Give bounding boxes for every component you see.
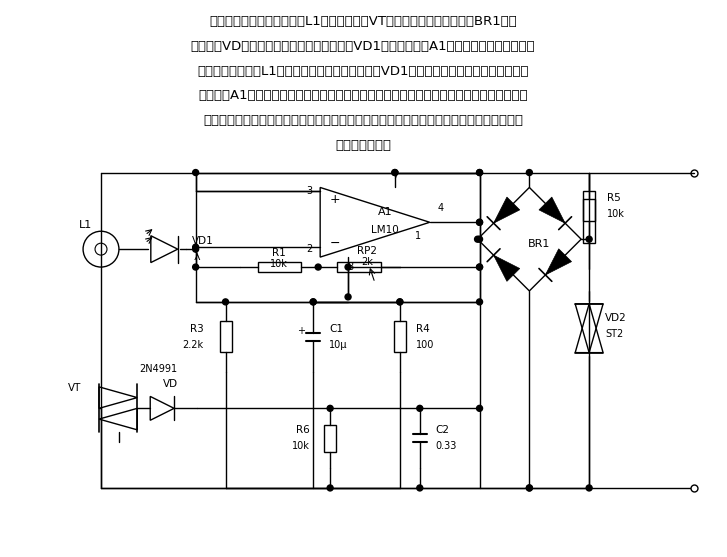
- Text: R3: R3: [190, 324, 204, 334]
- Bar: [324, 425, 336, 452]
- Text: 7: 7: [392, 170, 398, 180]
- Polygon shape: [494, 197, 520, 223]
- Circle shape: [526, 169, 532, 175]
- Circle shape: [477, 169, 483, 175]
- Text: 图中主电路由交流电源、灯L1和双向晶闸管VT组成，触发电路由整流桥BR1、触: 图中主电路由交流电源、灯L1和双向晶闸管VT组成，触发电路由整流桥BR1、触: [209, 15, 517, 28]
- Text: 0.33: 0.33: [435, 441, 457, 451]
- Circle shape: [345, 264, 351, 270]
- Circle shape: [222, 299, 228, 305]
- Text: 100: 100: [416, 340, 434, 350]
- Text: 2k: 2k: [361, 257, 373, 267]
- Text: LM10: LM10: [371, 225, 399, 235]
- Text: 10k: 10k: [270, 259, 289, 269]
- Circle shape: [397, 299, 403, 305]
- Circle shape: [417, 485, 423, 491]
- Circle shape: [392, 169, 398, 175]
- Text: R6: R6: [297, 425, 310, 435]
- Circle shape: [477, 219, 483, 225]
- Bar: [220, 321, 231, 353]
- Text: 发二极管VD等组成，反馈电路由光敏二极管VD1、运算放大器A1等组成。一旦由于电源电: 发二极管VD等组成，反馈电路由光敏二极管VD1、运算放大器A1等组成。一旦由于电…: [190, 40, 535, 53]
- Polygon shape: [545, 249, 571, 275]
- Bar: [337, 262, 382, 272]
- Circle shape: [417, 405, 423, 411]
- Circle shape: [477, 299, 483, 305]
- Text: BR1: BR1: [528, 239, 550, 249]
- Text: −: −: [330, 237, 340, 250]
- Text: ST2: ST2: [605, 329, 623, 339]
- Text: 的控制角发生变化，从而使晶闸管输出的交流电压也发生变化，使灯上所加的电压和亮度近: 的控制角发生变化，从而使晶闸管输出的交流电压也发生变化，使灯上所加的电压和亮度近: [203, 114, 523, 128]
- Text: 1: 1: [414, 231, 421, 241]
- Circle shape: [477, 169, 483, 175]
- Text: VD: VD: [163, 379, 177, 389]
- Text: VD1: VD1: [192, 236, 214, 246]
- Circle shape: [327, 485, 333, 491]
- Text: 10μ: 10μ: [329, 340, 348, 350]
- Text: 算放大器A1加在整流桥的对角线上，从而使触发二极管的导通时刻发生变化，即双向晶闸管: 算放大器A1加在整流桥的对角线上，从而使触发二极管的导通时刻发生变化，即双向晶闸…: [198, 90, 528, 102]
- Text: C2: C2: [435, 425, 450, 435]
- Text: 3: 3: [306, 187, 312, 197]
- Text: VT: VT: [68, 383, 81, 393]
- Text: R1: R1: [273, 248, 286, 258]
- Text: L1: L1: [79, 220, 92, 230]
- Circle shape: [586, 236, 592, 242]
- Text: A1: A1: [377, 207, 393, 217]
- Bar: [583, 191, 595, 221]
- Text: 2N4991: 2N4991: [139, 364, 177, 374]
- Polygon shape: [539, 197, 565, 223]
- Circle shape: [316, 264, 321, 270]
- Text: R4: R4: [416, 324, 430, 334]
- Circle shape: [526, 485, 532, 491]
- Text: λ: λ: [193, 252, 200, 262]
- Text: 10k: 10k: [607, 209, 625, 219]
- Circle shape: [392, 169, 398, 175]
- Circle shape: [477, 405, 483, 411]
- Text: 压变化等原因使灯L1的亮度发生变化，光敏二极管VD1上的信号也发生变化，其输出经运: 压变化等原因使灯L1的亮度发生变化，光敏二极管VD1上的信号也发生变化，其输出经…: [197, 65, 529, 77]
- Text: +: +: [330, 193, 340, 206]
- Text: C1: C1: [329, 324, 343, 334]
- Polygon shape: [494, 255, 520, 281]
- Circle shape: [193, 264, 198, 270]
- Circle shape: [477, 264, 483, 270]
- Text: 似能保持不变。: 似能保持不变。: [335, 139, 391, 152]
- Text: 2: 2: [306, 244, 312, 254]
- Text: R5: R5: [607, 193, 621, 203]
- Text: +: +: [297, 326, 305, 336]
- Circle shape: [477, 219, 483, 225]
- Circle shape: [310, 299, 316, 305]
- Circle shape: [193, 169, 198, 175]
- Text: VD2: VD2: [605, 313, 627, 323]
- Circle shape: [327, 405, 333, 411]
- Circle shape: [310, 299, 316, 305]
- Circle shape: [477, 236, 483, 242]
- Circle shape: [526, 485, 532, 491]
- Circle shape: [193, 244, 198, 250]
- Circle shape: [193, 246, 198, 252]
- Text: 10k: 10k: [292, 441, 310, 451]
- Circle shape: [397, 299, 403, 305]
- Text: 4: 4: [438, 203, 444, 213]
- Text: 2.2k: 2.2k: [182, 340, 204, 350]
- Bar: [258, 262, 301, 272]
- Circle shape: [477, 264, 483, 270]
- Circle shape: [345, 294, 351, 300]
- Bar: [394, 321, 406, 353]
- Text: 8: 8: [347, 262, 353, 272]
- Bar: [583, 199, 595, 242]
- Circle shape: [586, 485, 592, 491]
- Text: RP2: RP2: [357, 246, 377, 256]
- Circle shape: [475, 236, 481, 242]
